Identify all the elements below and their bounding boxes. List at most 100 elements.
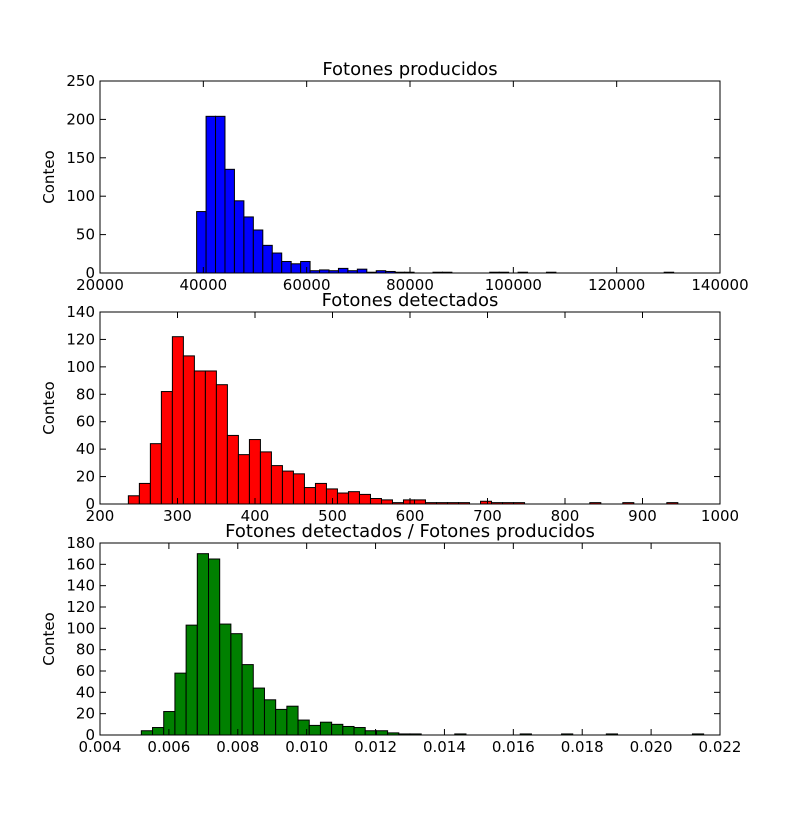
x-tick-label: 0.022 [699,738,742,756]
x-tick-label: 60000 [283,276,331,294]
histogram-bar [127,495,140,505]
histogram-bar [196,553,210,736]
y-tick-label: 120 [66,598,95,616]
y-axis-label: Conteo [40,381,58,434]
x-tick-label: 20000 [76,276,124,294]
histogram-bar [319,721,333,736]
y-tick-label: 80 [76,641,95,659]
histogram-bar [281,470,294,505]
y-tick-label: 0 [85,495,95,513]
x-tick-label: 0.010 [285,738,328,756]
histogram-bar [380,499,393,505]
y-tick-label: 100 [66,358,95,376]
histogram-bar [204,370,217,505]
x-tick-label: 1000 [701,507,739,525]
y-tick-label: 40 [76,683,95,701]
histogram-panel-1: 20000 40000 60000 80000 100000 120000 140000 0 5… [40,59,749,294]
x-tick-label: 0.012 [354,738,397,756]
histogram-bar [215,115,226,274]
x-tick-label: 300 [163,507,192,525]
y-tick-label: 180 [66,534,95,552]
histogram-bar [342,725,355,736]
histogram-bar [347,491,360,505]
histogram-bar [263,699,277,736]
x-tick-label: 0.020 [630,738,673,756]
histogram-bar [358,493,371,505]
x-tick-label: 500 [318,507,347,525]
histogram-bar [171,336,184,505]
y-tick-label: 0 [85,264,95,282]
histogram-bar [314,482,327,505]
histogram-bar [252,687,265,736]
histogram-bar [205,115,217,274]
x-tick-label: 80000 [386,276,434,294]
histogram-bar [233,200,245,274]
y-tick-label: 140 [66,577,95,595]
y-tick-label: 60 [76,413,95,431]
x-tick-label: 900 [628,507,657,525]
histogram-bar [140,730,154,736]
histogram-bar [196,211,207,274]
histogram-bar [208,558,221,736]
histogram-bar [248,439,261,505]
histogram-bar [219,623,232,736]
histogram-bar [152,727,165,736]
histogram-bar [286,705,299,736]
histogram-bar [290,263,302,274]
histogram-bar [226,434,239,505]
histogram-bar [243,216,254,274]
y-tick-label: 60 [76,662,95,680]
histogram-bar [300,260,311,274]
y-tick-label: 40 [76,440,95,458]
histogram-bar [369,498,382,505]
x-tick-label: 0.006 [147,738,190,756]
x-tick-label: 600 [396,507,425,525]
y-tick-label: 0 [85,726,95,744]
y-tick-label: 150 [66,149,95,167]
y-tick-label: 20 [76,705,95,723]
histogram-bar [215,384,228,505]
histogram-bar [182,355,195,505]
histogram-bar [337,267,349,274]
y-axis-label: Conteo [40,612,58,665]
histogram-bar [185,624,198,736]
histogram-bar [353,727,366,736]
histogram-bar [356,268,368,274]
histogram-bar [297,719,310,736]
histogram-bar [364,730,377,736]
histogram-bar [174,672,187,736]
y-tick-label: 100 [66,619,95,637]
y-axis-label: Conteo [40,150,58,203]
axes-frame [99,80,721,274]
y-tick-label: 20 [76,468,95,486]
chart-title: Fotones detectados / Fotones producidos [225,521,595,542]
y-tick-label: 50 [76,226,95,244]
histogram-bar [271,252,283,274]
y-tick-label: 160 [66,555,95,573]
histogram-bar [275,708,288,736]
x-tick-label: 100000 [485,276,542,294]
histogram-panel-2: 200 300 400 500 600 700 800 900 1000 0 20 40 60 80 100… [40,290,739,525]
histogram-bar [149,443,162,505]
x-tick-label: 120000 [588,276,645,294]
chart-title: Fotones producidos [322,59,497,80]
x-tick-label: 140000 [691,276,748,294]
histogram-bar [230,633,243,736]
histogram-bar [237,454,250,505]
y-tick-label: 80 [76,385,95,403]
y-tick-label: 100 [66,187,95,205]
x-tick-label: 40000 [179,276,227,294]
histogram-bar [325,488,338,505]
histogram-bar [413,499,426,505]
x-tick-label: 200 [86,507,115,525]
histogram-bar [193,370,206,505]
chart-title: Fotones detectados [322,290,499,311]
histogram-bar [241,664,254,736]
x-tick-label: 0.008 [216,738,259,756]
histogram-bar [331,723,344,736]
histogram-bar [270,465,283,505]
y-tick-label: 200 [66,110,95,128]
x-tick-label: 0.018 [561,738,604,756]
histogram-bar [292,473,305,505]
